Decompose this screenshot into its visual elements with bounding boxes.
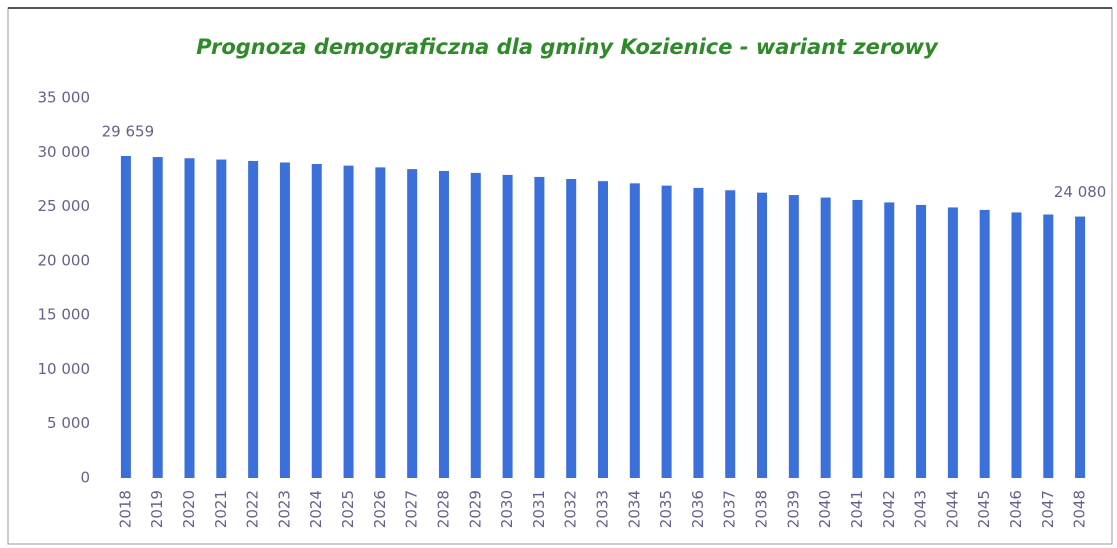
y-tick-label: 35 000 — [38, 89, 91, 107]
bar — [1075, 216, 1086, 478]
x-tick-label: 2020 — [180, 490, 198, 528]
bar — [534, 176, 545, 478]
x-tick-label: 2039 — [784, 490, 802, 528]
y-tick-label: 25 000 — [38, 197, 91, 215]
x-tick-label: 2018 — [116, 490, 134, 528]
x-tick-label: 2041 — [848, 490, 866, 528]
x-tick-label: 2032 — [562, 490, 580, 528]
bar — [120, 155, 131, 478]
y-tick-label: 10 000 — [38, 360, 91, 378]
x-tick-label: 2030 — [498, 490, 516, 528]
bar — [884, 202, 895, 478]
bar — [343, 165, 354, 478]
bar — [184, 158, 195, 478]
bar — [1043, 214, 1054, 479]
bar — [725, 190, 736, 479]
x-tick-label: 2027 — [403, 490, 421, 528]
x-tick-label: 2047 — [1039, 490, 1057, 528]
bar — [279, 162, 290, 478]
y-tick-label: 30 000 — [38, 143, 91, 161]
frame — [7, 7, 1113, 545]
bar — [661, 185, 672, 479]
x-tick-label: 2042 — [880, 490, 898, 528]
x-tick-label: 2040 — [816, 490, 834, 528]
x-tick-label: 2031 — [530, 490, 548, 528]
y-tick-label: 15 000 — [38, 306, 91, 324]
bar — [757, 192, 768, 478]
y-tick-label: 20 000 — [38, 251, 91, 269]
x-tick-label: 2034 — [625, 490, 643, 528]
x-tick-label: 2029 — [466, 490, 484, 528]
bar — [438, 170, 449, 478]
x-tick-label: 2035 — [657, 490, 675, 528]
bar — [1011, 212, 1022, 479]
bar — [502, 174, 513, 478]
x-tick-label: 2023 — [275, 490, 293, 528]
x-tick-label: 2043 — [912, 490, 930, 528]
bar — [470, 172, 481, 478]
x-tick-label: 2028 — [434, 490, 452, 528]
x-tick-label: 2021 — [212, 490, 230, 528]
x-tick-label: 2026 — [371, 490, 389, 528]
bar — [375, 167, 386, 478]
y-tick-label: 0 — [80, 469, 90, 487]
x-tick-label: 2036 — [689, 490, 707, 528]
x-tick-label: 2024 — [307, 490, 325, 528]
bar — [693, 187, 704, 478]
bar — [311, 164, 322, 479]
bar — [852, 199, 863, 478]
bar — [598, 181, 608, 478]
x-tick-label: 2048 — [1071, 490, 1089, 528]
bar — [916, 204, 927, 478]
x-tick-label: 2019 — [148, 490, 166, 528]
bar — [566, 178, 577, 478]
x-tick-label: 2044 — [943, 490, 961, 528]
bar — [629, 183, 640, 478]
data-label: 29 659 — [102, 122, 155, 140]
x-tick-label: 2045 — [975, 490, 993, 528]
bar — [979, 209, 990, 479]
bar — [947, 207, 958, 478]
x-tick-label: 2033 — [594, 490, 612, 528]
x-tick-label: 2025 — [339, 490, 357, 528]
data-label: 24 080 — [1054, 183, 1107, 201]
x-tick-label: 2037 — [721, 490, 739, 528]
x-tick-label: 2038 — [753, 490, 771, 528]
bar — [216, 159, 227, 478]
bar — [788, 195, 799, 478]
x-tick-label: 2046 — [1007, 490, 1025, 528]
bar — [248, 160, 259, 478]
bar — [820, 197, 831, 478]
x-tick-label: 2022 — [244, 490, 262, 528]
bar — [407, 169, 418, 478]
y-tick-label: 5 000 — [47, 414, 90, 432]
chart-title: Prognoza demograficzna dla gminy Kozieni… — [196, 35, 939, 59]
bar — [152, 157, 163, 478]
